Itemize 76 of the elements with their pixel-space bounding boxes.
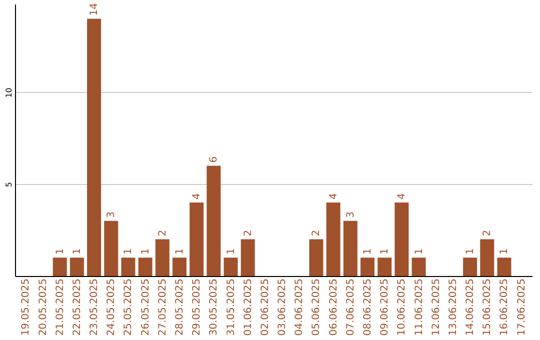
bar — [155, 239, 170, 276]
x-tick-label: 31.05.2025 — [226, 278, 237, 336]
bar — [343, 220, 358, 276]
x-tick-label: 09.06.2025 — [380, 278, 391, 336]
x-tick-label: 16.06.2025 — [499, 278, 510, 336]
x-tick-label: 14.06.2025 — [465, 278, 476, 336]
data-label: 1 — [123, 248, 134, 255]
data-label: 1 — [72, 248, 83, 255]
bar — [240, 239, 255, 276]
y-tick-label: 10 — [4, 88, 14, 98]
bar — [190, 202, 204, 276]
data-label: 1 — [140, 248, 152, 255]
data-label: 1 — [414, 248, 425, 255]
data-label: 1 — [54, 248, 66, 255]
data-label: 1 — [380, 248, 391, 255]
x-tick-label: 25.05.2025 — [123, 278, 134, 336]
bar — [70, 258, 84, 276]
data-label: 1 — [174, 248, 186, 255]
data-label: 1 — [362, 248, 374, 255]
x-tick-label: 19.05.2025 — [20, 278, 32, 336]
data-label: 4 — [396, 193, 408, 200]
y-tick-label: 5 — [4, 182, 14, 188]
data-label: 1 — [465, 248, 476, 255]
x-tick-label: 26.05.2025 — [140, 278, 152, 336]
bar — [394, 202, 409, 276]
x-tick-label: 27.05.2025 — [157, 278, 168, 336]
x-tick-label: 04.06.2025 — [294, 278, 306, 336]
bar — [52, 258, 67, 276]
bar — [326, 202, 340, 276]
bar — [463, 258, 478, 276]
data-label: 2 — [157, 230, 168, 236]
bar — [104, 220, 118, 276]
bar — [206, 166, 221, 276]
x-tick-label: 02.06.2025 — [260, 278, 271, 336]
data-label: 4 — [328, 193, 340, 200]
bar — [480, 239, 494, 276]
bar — [412, 258, 426, 276]
data-label: 2 — [242, 230, 254, 236]
data-label: 1 — [499, 248, 510, 255]
x-tick-label: 05.06.2025 — [311, 278, 322, 336]
bar — [172, 258, 186, 276]
x-tick-label: 06.06.2025 — [328, 278, 340, 336]
bar — [87, 18, 102, 276]
x-tick-label: 13.06.2025 — [448, 278, 459, 336]
x-tick-label: 21.05.2025 — [54, 278, 66, 336]
x-tick-label: 08.06.2025 — [362, 278, 374, 336]
x-tick-label: 30.05.2025 — [208, 278, 220, 336]
x-tick-label: 17.06.2025 — [516, 278, 528, 336]
x-tick-label: 28.05.2025 — [174, 278, 186, 336]
data-label: 1 — [226, 248, 237, 255]
bar — [360, 258, 374, 276]
x-tick-label: 11.06.2025 — [414, 278, 425, 336]
x-tick-label: 12.06.2025 — [430, 278, 442, 336]
data-label: 2 — [311, 230, 322, 236]
x-tick-label: 10.06.2025 — [396, 278, 408, 336]
data-label: 6 — [208, 156, 220, 163]
bar — [121, 258, 136, 276]
data-label: 4 — [192, 193, 203, 200]
data-label: 3 — [106, 211, 118, 218]
x-tick-label: 29.05.2025 — [192, 278, 203, 336]
bar — [497, 258, 512, 276]
x-tick-label: 03.06.2025 — [277, 278, 288, 336]
x-tick-label: 20.05.2025 — [38, 278, 49, 336]
x-tick-label: 22.05.2025 — [72, 278, 83, 336]
x-tick-label: 23.05.2025 — [89, 278, 100, 336]
x-tick-label: 07.06.2025 — [345, 278, 356, 336]
bar — [309, 239, 324, 276]
x-tick-label: 15.06.2025 — [482, 278, 494, 336]
bar — [378, 258, 392, 276]
data-label: 2 — [482, 230, 494, 236]
x-tick-label: 24.05.2025 — [106, 278, 118, 336]
data-label: 3 — [345, 211, 356, 218]
bar — [224, 258, 238, 276]
x-tick-label: 01.06.2025 — [242, 278, 254, 336]
bar — [138, 258, 152, 276]
data-label: 14 — [89, 2, 100, 16]
